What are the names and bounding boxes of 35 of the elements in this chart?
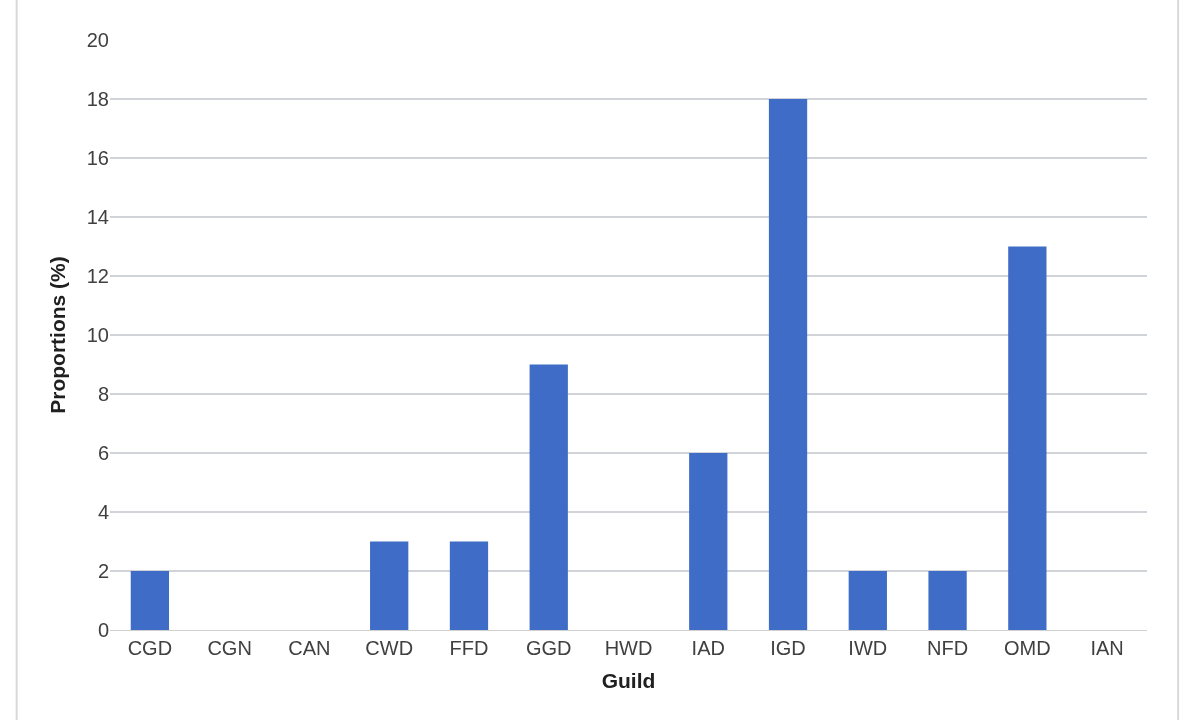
x-tick-label: CWD [365,637,414,659]
x-tick-label: IAD [691,637,725,659]
y-tick-label: 20 [86,29,109,51]
x-tick-label: OMD [1004,637,1051,659]
bar [449,541,489,630]
bar [768,99,808,630]
y-tick-label: 8 [97,383,109,405]
x-tick-label: CAN [288,637,331,659]
x-tick-label: IWD [848,637,888,659]
x-tick-label: IGD [770,637,806,659]
y-tick-label: 18 [86,88,109,110]
y-tick-label: 4 [97,501,109,523]
bar [370,541,409,630]
x-tick-label: FFD [449,637,489,659]
x-tick-label: CGD [127,637,173,659]
x-axis-title: Guild [601,669,656,693]
bar [1008,246,1047,630]
y-tick-label: 12 [86,265,109,287]
bar [529,364,568,630]
y-axis-title: Proportions (%) [45,256,69,414]
x-tick-label: NFD [927,637,969,659]
y-tick-label: 14 [86,206,109,228]
y-tick-label: 10 [86,324,109,346]
x-tick-label: HWD [604,637,653,659]
x-tick-label: GGD [525,637,572,659]
x-tick-label: CGN [207,637,252,659]
bar [928,571,967,630]
y-tick-label: 0 [97,619,109,641]
y-tick-label: 2 [97,560,109,582]
bar [848,571,887,630]
x-tick-label: IAN [1090,637,1124,659]
y-tick-label: 16 [86,147,109,169]
y-tick-label: 6 [97,442,109,464]
bar [689,453,728,630]
bar [130,571,170,630]
